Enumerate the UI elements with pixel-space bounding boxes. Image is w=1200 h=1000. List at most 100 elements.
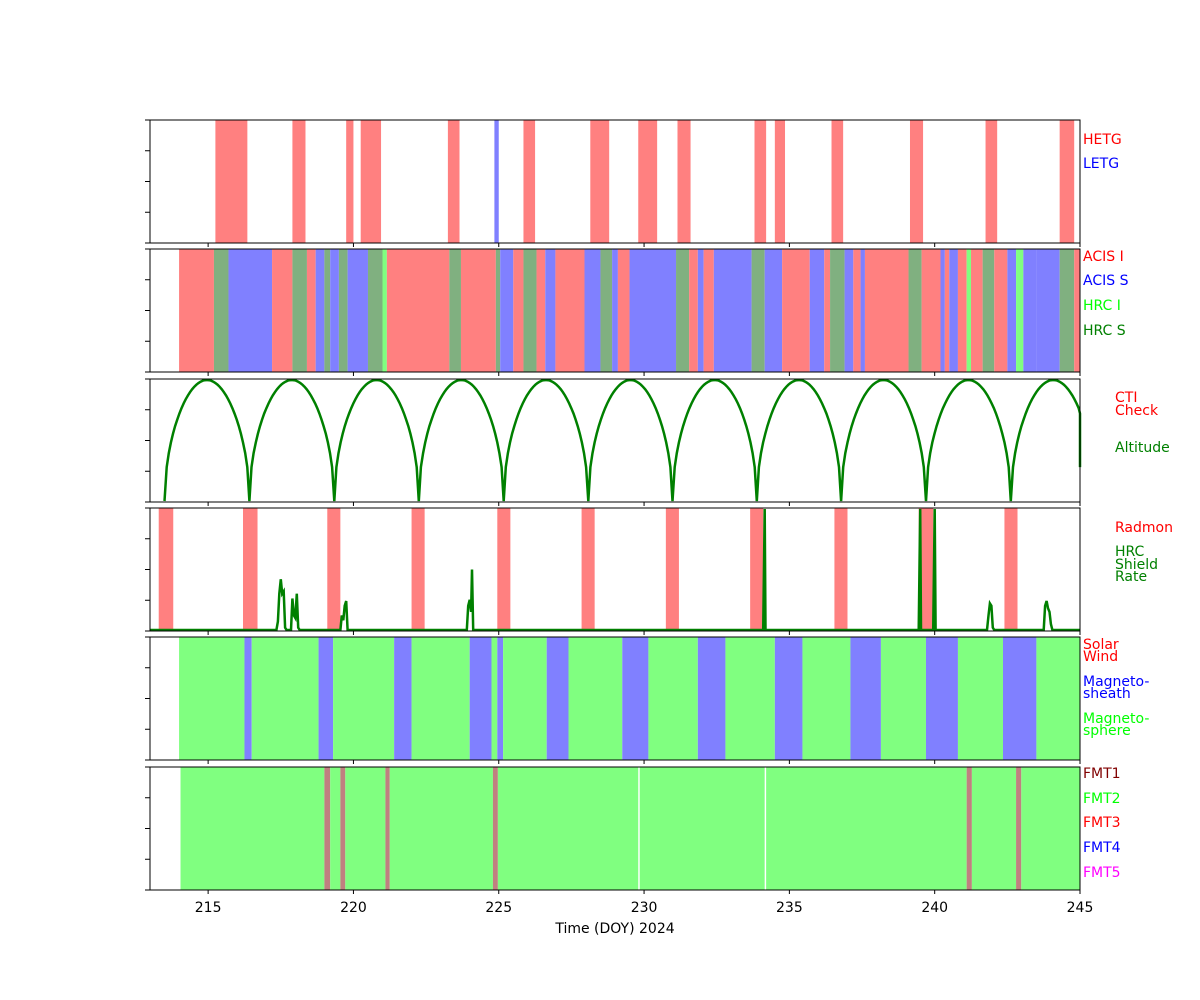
- interval-bar: [802, 637, 851, 760]
- interval-bar: [824, 249, 831, 372]
- interval-bar: [982, 249, 995, 372]
- interval-bar: [850, 637, 881, 760]
- interval-bar: [766, 767, 967, 890]
- x-tick-label: 245: [1067, 900, 1094, 916]
- interval-bar: [367, 249, 383, 372]
- interval-bar: [754, 120, 767, 243]
- legend-label: FMT3: [1083, 815, 1121, 831]
- interval-bar: [469, 637, 492, 760]
- interval-bar: [386, 249, 450, 372]
- interval-bar: [921, 249, 941, 372]
- legend-label: Solar: [1083, 637, 1119, 653]
- interval-bar: [676, 249, 690, 372]
- legend-label: FMT5: [1083, 865, 1121, 881]
- interval-bar: [324, 249, 331, 372]
- interval-bar: [1016, 249, 1024, 372]
- interval-bar: [491, 637, 498, 760]
- panel-format: [145, 766, 1081, 894]
- interval-bar: [830, 249, 845, 372]
- interval-bar: [568, 637, 623, 760]
- interval-bar: [639, 767, 765, 890]
- interval-bar: [584, 249, 601, 372]
- interval-bar: [648, 637, 698, 760]
- panel-instrument: [145, 248, 1081, 376]
- interval-bar: [292, 120, 306, 243]
- interval-bar: [944, 249, 950, 372]
- interval-bar: [324, 767, 331, 890]
- panel-background: [150, 120, 1080, 243]
- interval-bar: [750, 508, 764, 631]
- legend-label: HETG: [1083, 132, 1122, 148]
- interval-bar: [774, 637, 803, 760]
- interval-bar: [340, 767, 346, 890]
- legend-label: LETG: [1083, 156, 1119, 172]
- interval-bar: [1021, 767, 1080, 890]
- interval-bar: [497, 767, 639, 890]
- x-axis: 215 220 225 230 235 240 245: [195, 900, 1094, 916]
- interval-bar: [966, 767, 972, 890]
- interval-bar: [677, 120, 691, 243]
- legend-label: Shield: [1115, 557, 1158, 573]
- interval-bar: [1016, 767, 1022, 890]
- interval-bar: [949, 249, 958, 372]
- interval-bar: [617, 249, 630, 372]
- interval-bar: [809, 249, 825, 372]
- interval-bar: [497, 637, 504, 760]
- legend-label: HRC S: [1083, 323, 1126, 339]
- interval-bar: [971, 249, 983, 372]
- interval-bar: [1074, 249, 1080, 372]
- interval-bar: [382, 249, 387, 372]
- interval-bar: [864, 249, 909, 372]
- legend-label: Check: [1115, 403, 1159, 419]
- legend-label: HRC I: [1083, 298, 1121, 314]
- legend-label: Magneto-: [1083, 711, 1149, 727]
- interval-bar: [612, 249, 618, 372]
- interval-bar: [844, 249, 854, 372]
- interval-bar: [590, 120, 610, 243]
- panel-radiation: [145, 507, 1081, 635]
- interval-bar: [251, 637, 319, 760]
- legend-label: HRC: [1115, 544, 1145, 560]
- interval-bar: [600, 249, 613, 372]
- x-tick-label: 230: [631, 900, 658, 916]
- legend-label: Wind: [1083, 649, 1118, 665]
- interval-bar: [908, 249, 922, 372]
- interval-bar: [985, 120, 998, 243]
- interval-bar: [774, 120, 786, 243]
- interval-bar: [622, 637, 649, 760]
- interval-bar: [215, 120, 248, 243]
- interval-bar: [213, 249, 229, 372]
- interval-bar: [697, 249, 704, 372]
- hrc-shield-rate-line: [150, 508, 1080, 632]
- interval-bar: [411, 508, 425, 631]
- legend-label: Rate: [1115, 569, 1147, 585]
- interval-bar: [394, 637, 412, 760]
- interval-bar: [880, 637, 926, 760]
- interval-bar: [555, 249, 585, 372]
- interval-bar: [497, 508, 511, 631]
- legend-label: FMT1: [1083, 766, 1121, 782]
- interval-bar: [909, 120, 924, 243]
- interval-bar: [460, 249, 496, 372]
- interval-bar: [492, 767, 498, 890]
- interval-bar: [306, 249, 316, 372]
- panel-altitude: [145, 378, 1082, 506]
- interval-bar: [966, 249, 972, 372]
- interval-bar: [581, 508, 595, 631]
- x-tick-label: 215: [195, 900, 222, 916]
- interval-bar: [449, 249, 461, 372]
- interval-bar: [389, 767, 493, 890]
- legend-label: ACIS S: [1083, 273, 1129, 289]
- x-tick-label: 240: [921, 900, 948, 916]
- interval-bar: [1059, 249, 1075, 372]
- interval-bar: [318, 637, 334, 760]
- interval-bar: [665, 508, 679, 631]
- interval-bar: [330, 767, 341, 890]
- interval-bar: [244, 637, 252, 760]
- interval-bar: [725, 637, 775, 760]
- interval-bar: [180, 767, 325, 890]
- interval-bar: [860, 249, 865, 372]
- legend-label: Altitude: [1115, 440, 1170, 456]
- interval-bar: [327, 508, 341, 631]
- interval-bar: [918, 508, 934, 631]
